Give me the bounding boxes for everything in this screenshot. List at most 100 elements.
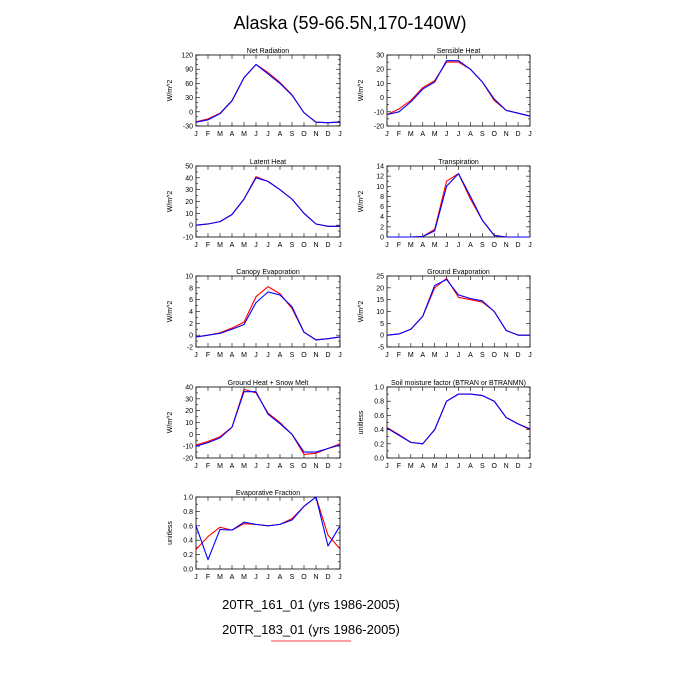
y-tick-label: 0 xyxy=(189,109,193,116)
x-tick-label: J xyxy=(338,574,342,581)
panel-title: Soil moisture factor (BTRAN or BTRANMN) xyxy=(391,380,526,387)
x-tick-label: M xyxy=(217,574,223,581)
x-tick-label: J xyxy=(528,242,532,249)
y-tick-label: 90 xyxy=(185,67,193,74)
y-axis-label: W/m^2 xyxy=(167,301,174,323)
y-tick-label: -2 xyxy=(187,345,193,352)
x-tick-label: N xyxy=(313,574,318,581)
x-tick-label: A xyxy=(420,352,425,359)
x-tick-label: M xyxy=(217,242,223,249)
figure-title: Alaska (59-66.5N,170-140W) xyxy=(233,13,466,33)
y-tick-label: 0.0 xyxy=(374,456,384,463)
y-tick-label: 6 xyxy=(380,204,384,211)
y-axis-label: W/m^2 xyxy=(358,191,365,213)
x-tick-label: N xyxy=(313,352,318,359)
y-tick-label: -5 xyxy=(378,345,384,352)
panel-title: Canopy Evaporation xyxy=(236,269,300,276)
y-tick-label: 0.0 xyxy=(183,567,193,574)
x-tick-label: N xyxy=(313,463,318,470)
x-tick-label: S xyxy=(480,463,485,470)
y-tick-label: 12 xyxy=(376,174,384,181)
y-tick-label: 0.2 xyxy=(183,552,193,559)
x-tick-label: J xyxy=(254,463,258,470)
y-tick-label: 0 xyxy=(189,223,193,230)
y-tick-label: 1.0 xyxy=(183,495,193,502)
x-tick-label: S xyxy=(480,242,485,249)
x-tick-label: M xyxy=(241,463,247,470)
y-tick-label: -20 xyxy=(374,124,384,131)
x-tick-label: J xyxy=(194,131,198,138)
x-tick-label: F xyxy=(206,131,210,138)
x-tick-label: O xyxy=(301,352,307,359)
y-tick-label: 0.8 xyxy=(183,509,193,516)
x-tick-label: J xyxy=(528,463,532,470)
x-tick-label: A xyxy=(468,463,473,470)
x-tick-label: J xyxy=(385,352,389,359)
x-tick-label: M xyxy=(217,352,223,359)
y-tick-label: 0.6 xyxy=(183,523,193,530)
panel-title: Ground Heat + Snow Melt xyxy=(228,380,309,387)
x-tick-label: A xyxy=(278,131,283,138)
y-tick-label: 14 xyxy=(376,164,384,171)
x-tick-label: J xyxy=(338,242,342,249)
x-tick-label: J xyxy=(254,574,258,581)
x-tick-label: J xyxy=(385,463,389,470)
x-tick-label: J xyxy=(266,131,270,138)
x-tick-label: A xyxy=(468,131,473,138)
x-tick-label: F xyxy=(397,352,401,359)
panel-6: Ground Heat + Snow Melt W/m^2 -20 -10 0 10 20 3… xyxy=(167,380,342,470)
y-tick-label: 20 xyxy=(376,67,384,74)
y-tick-label: 8 xyxy=(380,194,384,201)
x-tick-label: D xyxy=(516,463,521,470)
series-line-1 xyxy=(387,173,530,238)
y-axis-label: W/m^2 xyxy=(358,301,365,323)
x-tick-label: J xyxy=(457,242,461,249)
x-tick-label: O xyxy=(492,131,498,138)
x-tick-label: D xyxy=(325,574,330,581)
x-tick-label: J xyxy=(457,463,461,470)
x-tick-label: M xyxy=(241,131,247,138)
y-tick-label: 10 xyxy=(376,309,384,316)
y-axis-label: W/m^2 xyxy=(167,191,174,213)
y-tick-label: 4 xyxy=(380,214,384,221)
y-tick-label: 8 xyxy=(189,285,193,292)
x-tick-label: J xyxy=(266,242,270,249)
x-tick-label: O xyxy=(301,574,307,581)
x-tick-label: D xyxy=(325,463,330,470)
x-tick-label: N xyxy=(504,352,509,359)
x-tick-label: A xyxy=(230,574,235,581)
y-tick-label: 10 xyxy=(376,81,384,88)
x-tick-label: N xyxy=(313,242,318,249)
y-tick-label: -10 xyxy=(183,444,193,451)
series-line-1 xyxy=(195,391,341,453)
x-tick-label: J xyxy=(266,574,270,581)
y-tick-label: 0 xyxy=(189,432,193,439)
y-tick-label: -20 xyxy=(183,456,193,463)
x-tick-label: N xyxy=(504,242,509,249)
y-tick-label: 0.4 xyxy=(183,538,193,545)
y-tick-label: 6 xyxy=(189,297,193,304)
panel-title: Latent Heat xyxy=(250,159,286,166)
x-tick-label: J xyxy=(194,352,198,359)
y-tick-label: 10 xyxy=(185,420,193,427)
y-tick-label: 1.0 xyxy=(374,385,384,392)
x-tick-label: J xyxy=(194,574,198,581)
x-tick-label: M xyxy=(432,463,438,470)
y-axis-label: W/m^2 xyxy=(167,412,174,434)
x-tick-label: A xyxy=(468,352,473,359)
y-tick-label: -10 xyxy=(374,109,384,116)
x-tick-label: A xyxy=(420,463,425,470)
x-tick-label: O xyxy=(492,352,498,359)
x-tick-label: A xyxy=(420,131,425,138)
x-tick-label: J xyxy=(385,131,389,138)
x-tick-label: F xyxy=(206,352,210,359)
series-line-1 xyxy=(386,278,530,336)
x-tick-label: N xyxy=(504,131,509,138)
x-tick-label: F xyxy=(206,574,210,581)
series-line-1 xyxy=(195,63,341,124)
x-tick-label: M xyxy=(241,242,247,249)
